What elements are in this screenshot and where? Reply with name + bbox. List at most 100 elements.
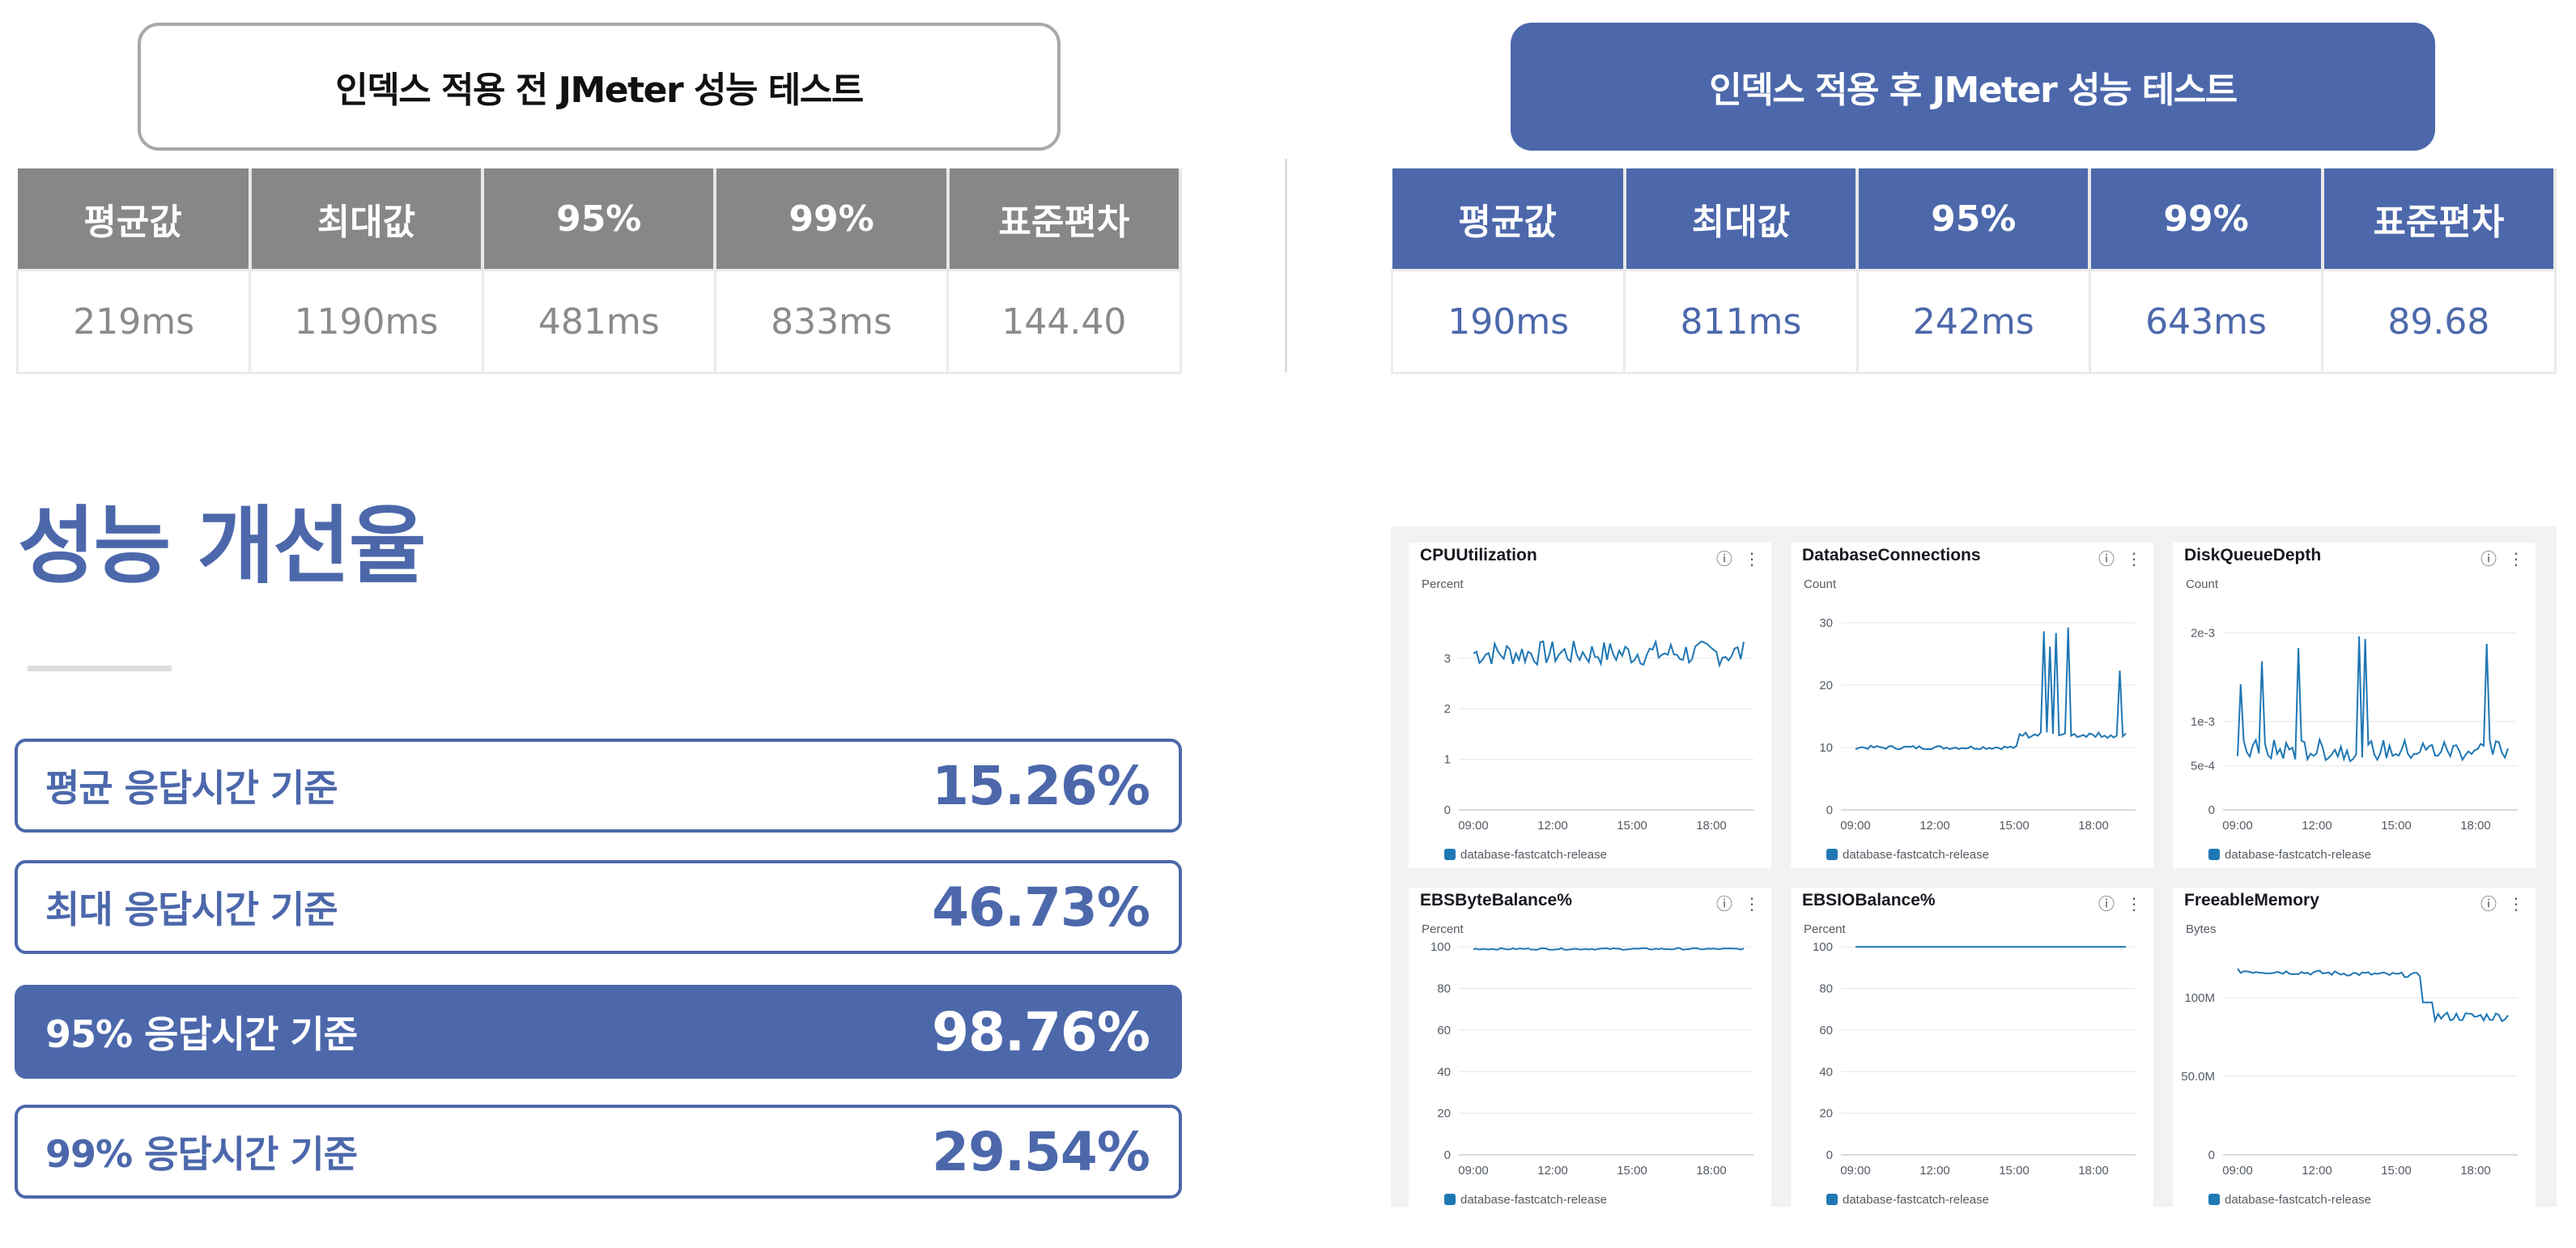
- y-tick-label: 0: [1826, 1148, 1833, 1162]
- series-line: [1855, 627, 2127, 751]
- metric-chart: Percent 0 20 40 60 80 100 09:00 12:00 15:00 18:00 d…: [1804, 922, 2136, 1207]
- x-tick-label: 12:00: [1537, 1164, 1568, 1178]
- value-p95: 242ms: [1855, 269, 2091, 374]
- y-tick-label: 100: [1813, 940, 1833, 954]
- after-metrics-table: 평균값 최대값 95% 99% 표준편차 190ms 811ms 242ms 6…: [1390, 168, 2557, 374]
- title-underline: [28, 666, 172, 671]
- before-test-title: 인덱스 적용 전 JMeter 성능 테스트: [138, 23, 1061, 151]
- panel-title: DiskQueueDepth: [2184, 546, 2322, 564]
- x-tick-label: 15:00: [1617, 819, 1647, 833]
- header-mean: 평균값: [17, 168, 252, 270]
- panel-icons: ⓘ ⋮: [1716, 891, 1760, 914]
- legend-swatch: [2208, 849, 2220, 860]
- value-p95: 481ms: [481, 269, 716, 374]
- metric-panel: DatabaseConnections ⓘ ⋮ Count 0 10 20 30 09:00 12…: [1791, 543, 2153, 868]
- y-tick-label: 0: [1444, 803, 1451, 817]
- axis-unit: Count: [2186, 577, 2219, 591]
- panel-icons: ⓘ ⋮: [2480, 891, 2524, 914]
- x-tick-label: 09:00: [1840, 1164, 1871, 1178]
- x-tick-label: 12:00: [1919, 819, 1950, 833]
- y-tick-label: 1e-3: [2191, 715, 2215, 729]
- y-tick-label: 0: [1826, 803, 1833, 817]
- before-metrics-table: 평균값 최대값 95% 99% 표준편차 219ms 1190ms 481ms …: [15, 168, 1183, 374]
- x-tick-label: 15:00: [2381, 1164, 2412, 1178]
- legend-label: database-fastcatch-release: [1460, 848, 1607, 862]
- x-tick-label: 18:00: [2078, 819, 2109, 833]
- metric-chart: Percent 0 1 2 3 09:00 12:00 15:00 18:00 database-…: [1422, 577, 1753, 862]
- x-tick-label: 12:00: [2302, 819, 2332, 833]
- y-tick-label: 0: [2208, 1148, 2215, 1162]
- x-tick-label: 09:00: [1840, 819, 1871, 833]
- after-test-title: 인덱스 적용 후 JMeter 성능 테스트: [1511, 23, 2435, 151]
- improvement-row-mean: 평균 응답시간 기준 15.26%: [15, 739, 1182, 833]
- metric-panel: EBSByteBalance% ⓘ ⋮ Percent 0 20 40 60 80 100 09:0…: [1409, 888, 1771, 1207]
- y-tick-label: 0: [1444, 1148, 1451, 1162]
- legend-swatch: [1826, 1194, 1838, 1205]
- y-tick-label: 80: [1437, 982, 1451, 996]
- y-tick-label: 100M: [2184, 991, 2215, 1005]
- more-vertical-icon[interactable]: ⋮: [2508, 894, 2524, 914]
- y-tick-label: 3: [1444, 652, 1451, 666]
- axis-unit: Percent: [1422, 922, 1464, 936]
- legend-swatch: [1826, 849, 1838, 860]
- header-max: 최대값: [249, 168, 485, 270]
- section-divider: [1285, 159, 1287, 373]
- x-tick-label: 18:00: [2078, 1164, 2109, 1178]
- metric-chart: Bytes 0 50.0M 100M 09:00 12:00 15:00 18:00 datab…: [2181, 922, 2518, 1207]
- legend-label: database-fastcatch-release: [2225, 1193, 2371, 1207]
- info-icon[interactable]: ⓘ: [1716, 894, 1732, 914]
- more-vertical-icon[interactable]: ⋮: [2126, 894, 2142, 914]
- info-icon[interactable]: ⓘ: [1716, 549, 1732, 569]
- x-tick-label: 18:00: [1696, 819, 1727, 833]
- x-tick-label: 09:00: [1458, 819, 1489, 833]
- series-line: [2237, 636, 2509, 763]
- more-vertical-icon[interactable]: ⋮: [1744, 549, 1760, 569]
- row-value: 15.26%: [932, 754, 1150, 817]
- info-icon[interactable]: ⓘ: [2098, 894, 2115, 914]
- x-tick-label: 15:00: [1999, 1164, 2030, 1178]
- y-tick-label: 50.0M: [2181, 1070, 2215, 1084]
- y-tick-label: 20: [1819, 679, 1833, 692]
- header-max: 최대값: [1624, 168, 1860, 270]
- metric-panel: DiskQueueDepth ⓘ ⋮ Count 0 5e-4 1e-3 2e-3 09:00 1…: [2173, 543, 2536, 868]
- panel-title: EBSIOBalance%: [1802, 891, 1936, 909]
- y-tick-label: 1: [1444, 753, 1451, 767]
- more-vertical-icon[interactable]: ⋮: [2126, 549, 2142, 569]
- y-tick-label: 80: [1819, 982, 1833, 996]
- info-icon[interactable]: ⓘ: [2480, 549, 2497, 569]
- axis-unit: Percent: [1804, 922, 1847, 936]
- axis-unit: Count: [1804, 577, 1837, 591]
- y-tick-label: 60: [1819, 1024, 1833, 1037]
- metric-panel: EBSIOBalance% ⓘ ⋮ Percent 0 20 40 60 80 100 09:00 1…: [1791, 888, 2153, 1207]
- value-mean: 190ms: [1390, 269, 1626, 374]
- metric-panel: CPUUtilization ⓘ ⋮ Percent 0 1 2 3 09:00 12:00 15:…: [1409, 543, 1771, 868]
- panel-icons: ⓘ ⋮: [2098, 891, 2142, 914]
- y-tick-label: 40: [1819, 1065, 1833, 1079]
- axis-unit: Bytes: [2186, 922, 2217, 936]
- value-p99: 833ms: [713, 269, 950, 374]
- improvement-title: 성능 개선율: [18, 496, 427, 595]
- x-tick-label: 09:00: [2222, 1164, 2253, 1178]
- y-tick-label: 10: [1819, 741, 1833, 755]
- row-value: 98.76%: [932, 1000, 1150, 1063]
- series-line: [1473, 947, 1745, 951]
- y-tick-label: 20: [1437, 1107, 1451, 1121]
- more-vertical-icon[interactable]: ⋮: [1744, 894, 1760, 914]
- improvement-row-p95: 95% 응답시간 기준 98.76%: [15, 985, 1182, 1079]
- more-vertical-icon[interactable]: ⋮: [2508, 549, 2524, 569]
- legend-label: database-fastcatch-release: [1843, 1193, 1989, 1207]
- header-p99: 99%: [715, 168, 950, 270]
- x-tick-label: 18:00: [1696, 1164, 1727, 1178]
- info-icon[interactable]: ⓘ: [2480, 894, 2497, 914]
- metric-chart: Count 0 10 20 30 09:00 12:00 15:00 18:00 database…: [1804, 577, 2136, 862]
- row-label: 평균 응답시간 기준: [45, 766, 338, 810]
- legend-label: database-fastcatch-release: [1843, 848, 1989, 862]
- axis-unit: Percent: [1422, 577, 1464, 591]
- x-tick-label: 12:00: [1537, 819, 1568, 833]
- improvement-row-p99: 99% 응답시간 기준 29.54%: [15, 1105, 1182, 1199]
- y-tick-label: 30: [1819, 616, 1833, 630]
- header-mean: 평균값: [1392, 168, 1626, 270]
- y-tick-label: 2: [1444, 702, 1451, 716]
- series-line: [2237, 968, 2509, 1024]
- info-icon[interactable]: ⓘ: [2098, 549, 2115, 569]
